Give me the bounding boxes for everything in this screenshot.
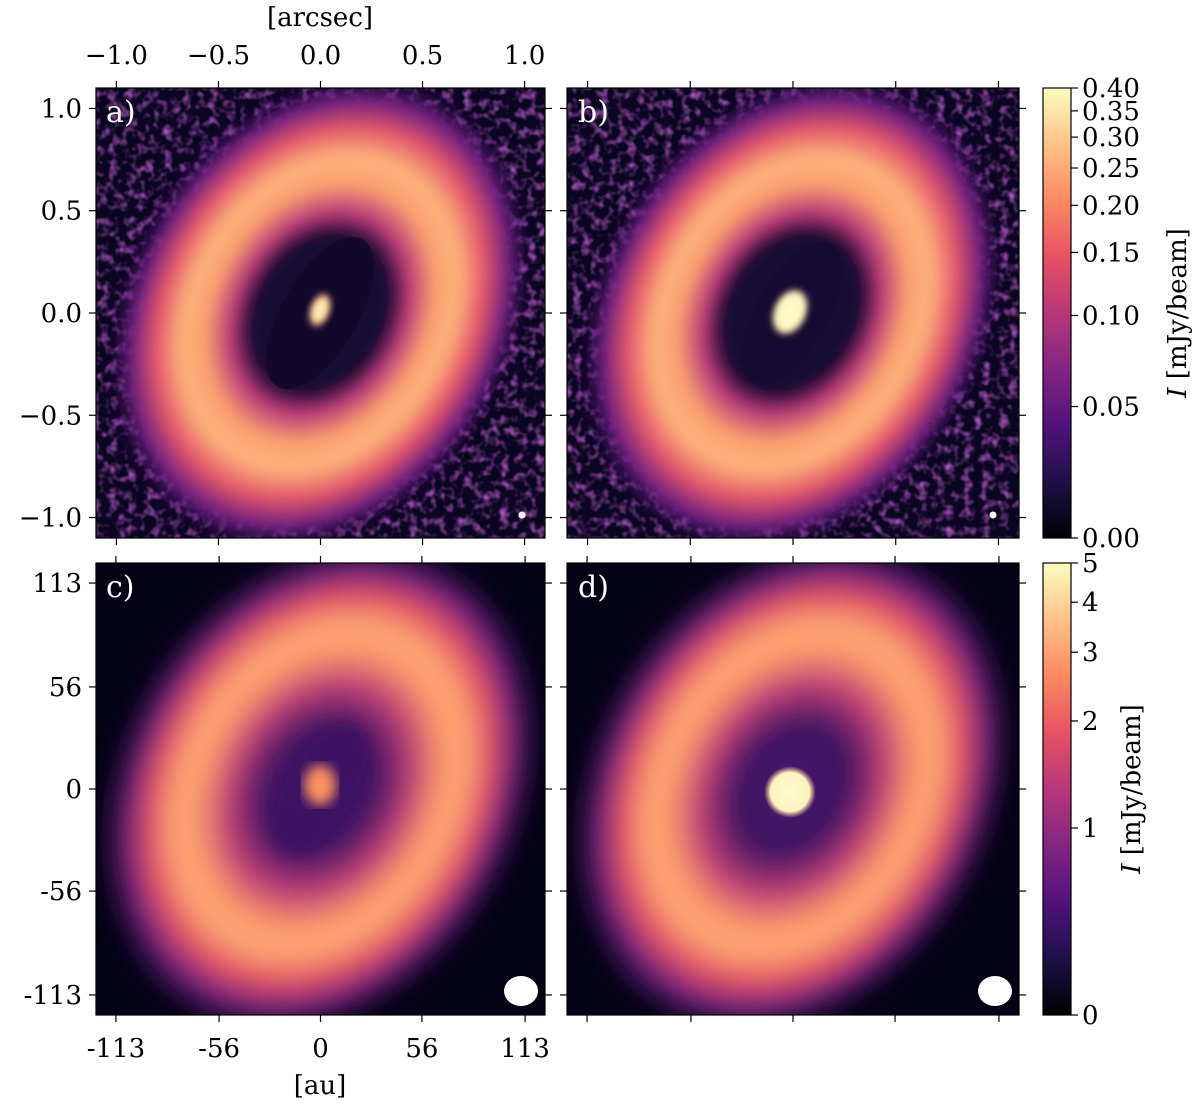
colorbar-bottom-tick-label: 4 bbox=[1082, 588, 1099, 618]
panel-b-label: b) bbox=[578, 95, 609, 130]
left-y-tick-label: 56 bbox=[49, 673, 82, 703]
left-y-tick-label: 0 bbox=[65, 775, 82, 805]
colorbar-bottom-label: I [mJy/beam] bbox=[1117, 704, 1147, 875]
panel-c-label: c) bbox=[106, 570, 135, 605]
top-x-tick-label: −1.0 bbox=[85, 41, 148, 71]
left-y-tick-label: −0.5 bbox=[19, 401, 82, 431]
bottom-x-tick-label: 56 bbox=[405, 1034, 438, 1064]
axis-ticks: −1.0 −0.5 0.0 0.5 1.0 1.0 0.5 0.0 −0.5 −1.0 -113 -5… bbox=[19, 41, 1140, 1064]
panel-d-beam bbox=[978, 976, 1012, 1006]
left-y-tick-label: 0.0 bbox=[41, 299, 82, 329]
colorbar-top-tick-label: 0.10 bbox=[1082, 301, 1140, 331]
bottom-x-tick-label: -56 bbox=[198, 1034, 240, 1064]
bottom-x-tick-label: 113 bbox=[500, 1034, 550, 1064]
colorbar-bottom-tick-label: 5 bbox=[1082, 549, 1099, 579]
panel-b-core bbox=[770, 287, 810, 337]
top-x-tick-label: 0.0 bbox=[300, 41, 341, 71]
panel-c-beam bbox=[504, 976, 538, 1006]
top-x-tick-label: 0.5 bbox=[402, 41, 443, 71]
panel-d bbox=[567, 563, 1019, 1015]
colorbar-top-tick-label: 0.40 bbox=[1082, 74, 1140, 104]
colorbar-bottom-tick-label: 1 bbox=[1082, 814, 1099, 844]
panel-c-core bbox=[304, 765, 336, 805]
bottom-x-tick-label: 0 bbox=[312, 1034, 329, 1064]
top-x-tick-label: −0.5 bbox=[187, 41, 250, 71]
colorbar-top-tick-label: 0.20 bbox=[1082, 191, 1140, 221]
colorbar-bottom bbox=[1042, 562, 1072, 1016]
panel-a-beam bbox=[518, 511, 526, 519]
panel-b-beam bbox=[989, 511, 997, 519]
top-x-tick-label: 1.0 bbox=[504, 41, 545, 71]
colorbar-bottom-tick-label: 0 bbox=[1082, 1001, 1099, 1031]
left-y-tick-label: 1.0 bbox=[41, 94, 82, 124]
colorbar-top-tick-label: 0.15 bbox=[1082, 238, 1140, 268]
bottom-x-tick-label: -113 bbox=[87, 1034, 145, 1064]
left-y-tick-label: −1.0 bbox=[19, 504, 82, 534]
left-y-tick-label: -113 bbox=[24, 981, 82, 1011]
panel-d-core bbox=[764, 766, 816, 818]
left-y-tick-label: -56 bbox=[40, 877, 82, 907]
panel-a bbox=[96, 88, 545, 538]
colorbar-top-tick-label: 0.05 bbox=[1082, 393, 1140, 423]
bottom-axis-label: [au] bbox=[294, 1071, 347, 1101]
panel-b bbox=[567, 88, 1019, 538]
left-y-tick-label: 113 bbox=[32, 569, 82, 599]
panel-a-label: a) bbox=[106, 95, 136, 130]
panel-d-label: d) bbox=[578, 570, 609, 605]
top-axis-label: [arcsec] bbox=[267, 3, 373, 33]
colorbar-top-tick-label: 0.00 bbox=[1082, 524, 1140, 554]
colorbar-bottom-tick-label: 2 bbox=[1082, 707, 1099, 737]
colorbar-top-tick-label: 0.25 bbox=[1082, 154, 1140, 184]
panel-c bbox=[96, 563, 545, 1015]
colorbar-top-tick-label: 0.30 bbox=[1082, 123, 1140, 153]
panel-a-core bbox=[306, 290, 334, 330]
left-y-tick-label: 0.5 bbox=[41, 197, 82, 227]
colorbar-bottom-tick-label: 3 bbox=[1082, 638, 1099, 668]
colorbar-top bbox=[1042, 87, 1072, 539]
colorbar-top-label: I [mJy/beam] bbox=[1163, 228, 1193, 399]
colorbar-top-tick-label: 0.35 bbox=[1082, 97, 1140, 127]
